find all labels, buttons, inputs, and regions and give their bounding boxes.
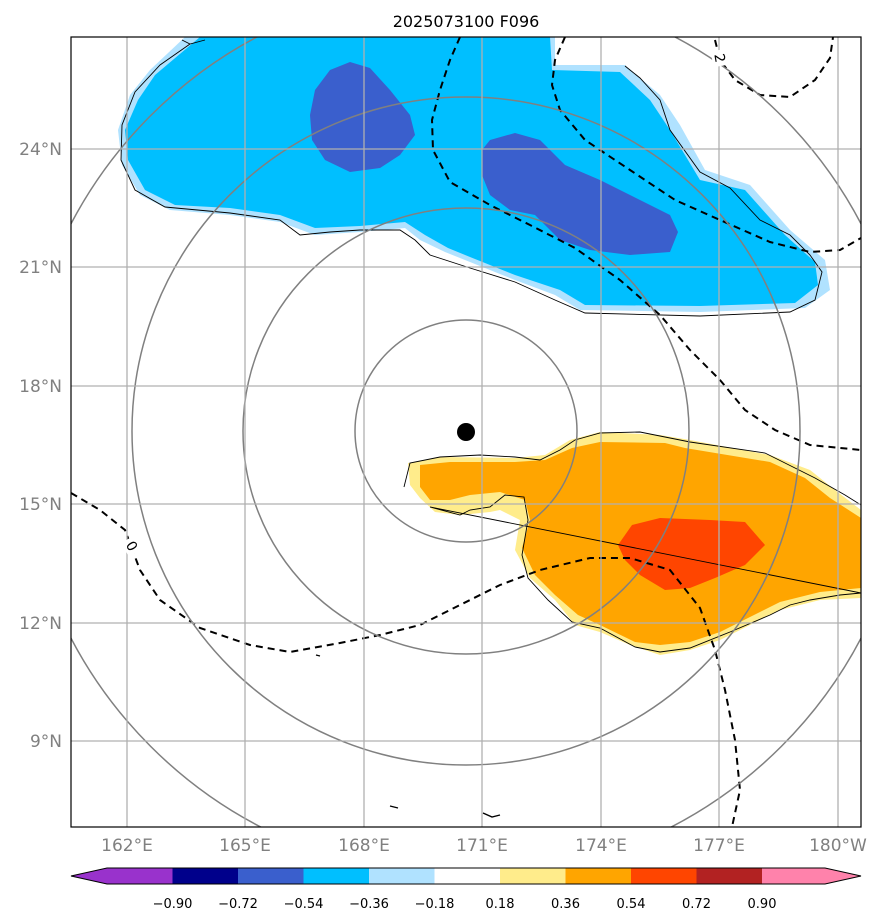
colorbar-tick: −0.18 [415, 897, 455, 912]
lon-label: 180°W [809, 836, 867, 856]
colorbar-outline [70, 867, 862, 885]
gridlines [71, 37, 861, 827]
dashed-contour-a [430, 37, 861, 451]
lat-label: 21°N [19, 258, 62, 278]
colorbar-segment [238, 868, 304, 884]
colorbar-segment [303, 868, 369, 884]
lon-label: 165°E [219, 836, 271, 856]
colorbar-tick: −0.36 [349, 897, 389, 912]
lat-label: 9°N [30, 732, 62, 752]
colorbar: −0.90 −0.72 −0.54 −0.36 −0.18 0.18 0.36 … [70, 867, 862, 912]
range-ring-3 [131, 96, 801, 766]
map-panel: 0 2 [71, 37, 861, 827]
colorbar-tick: 0.36 [551, 897, 580, 912]
lon-label: 174°E [575, 836, 627, 856]
colorbar-tick: 0.72 [682, 897, 711, 912]
contour-label-two: 2 [710, 52, 727, 64]
colorbar-tick: 0.90 [748, 897, 777, 912]
colorbar-tick: −0.72 [218, 897, 258, 912]
colorbar-extend-high [825, 868, 861, 884]
lon-label: 168°E [338, 836, 390, 856]
colorbar-segment [369, 868, 435, 884]
lat-label: 24°N [19, 140, 62, 160]
range-ring-2 [242, 207, 690, 655]
figure-title: 2025073100 F096 [393, 12, 540, 31]
colorbar-segment [500, 868, 566, 884]
colorbar-segment [696, 868, 762, 884]
negative-anomaly-core-west [310, 62, 415, 172]
colorbar-extend-low [71, 868, 107, 884]
range-ring-1 [354, 319, 578, 543]
longitude-labels: 162°E 165°E 168°E 171°E 174°E 177°E 180°… [101, 836, 867, 856]
positive-anomaly-core [618, 518, 765, 590]
colorbar-tick: −0.90 [153, 897, 193, 912]
island-fragment [389, 805, 399, 809]
colorbar-tick: 0.18 [486, 897, 515, 912]
negative-anomaly-core-east [482, 133, 678, 255]
latitude-labels: 24°N 21°N 18°N 15°N 12°N 9°N [19, 140, 62, 752]
colorbar-tick: 0.54 [617, 897, 646, 912]
colorbar-segment [762, 868, 825, 884]
colorbar-segment [631, 868, 697, 884]
island-fragment [315, 654, 321, 657]
range-rings [71, 37, 861, 827]
island-fragment [482, 812, 501, 818]
colorbar-tick: −0.54 [284, 897, 324, 912]
storm-center-dot [457, 423, 475, 441]
lon-label: 162°E [101, 836, 153, 856]
lat-label: 15°N [19, 495, 62, 515]
dashed-contour-zero [71, 492, 742, 827]
dashed-contour-b [550, 37, 861, 254]
lat-label: 12°N [19, 614, 62, 634]
colorbar-segment [107, 868, 173, 884]
lon-label: 177°E [693, 836, 745, 856]
colorbar-segment [172, 868, 238, 884]
map-frame [70, 36, 862, 828]
lat-label: 18°N [19, 377, 62, 397]
colorbar-segment [434, 868, 500, 884]
lon-label: 171°E [456, 836, 508, 856]
negative-region-outline [120, 39, 823, 317]
colorbar-segment [565, 868, 631, 884]
